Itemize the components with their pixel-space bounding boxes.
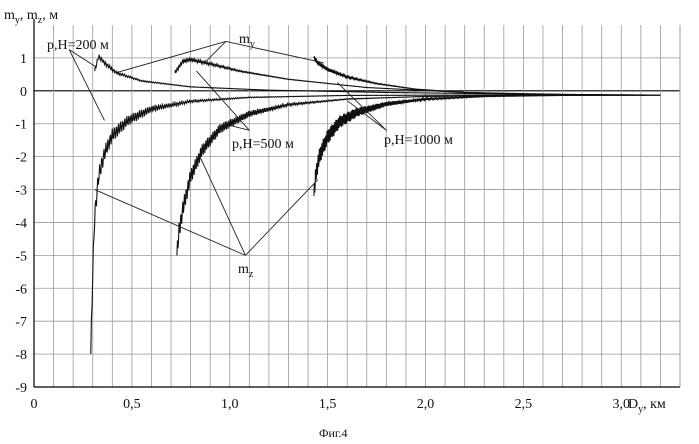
figure-caption: Фиг.4 bbox=[319, 426, 347, 440]
y-tick-label: 1 bbox=[20, 52, 27, 67]
x-tick-label: 2,5 bbox=[515, 397, 533, 412]
annotation-leader bbox=[196, 71, 249, 130]
annotation-mz: mz bbox=[238, 262, 254, 280]
annotation-leader bbox=[230, 125, 250, 130]
annotation-leader bbox=[69, 50, 104, 121]
annotation-leader bbox=[245, 180, 317, 256]
series-line bbox=[95, 55, 661, 95]
y-tick-label: -2 bbox=[15, 151, 27, 166]
annotation-h500: p,H=500 м bbox=[232, 137, 294, 152]
axes bbox=[34, 19, 680, 387]
y-tick-label: -9 bbox=[15, 381, 27, 396]
y-tick-label: -8 bbox=[15, 348, 27, 363]
annotation-h1000: p,H=1000 м bbox=[384, 133, 453, 148]
series-line bbox=[91, 95, 661, 354]
x-axis-title: Dy, км bbox=[628, 397, 666, 415]
x-tick-label: 1,0 bbox=[221, 397, 239, 412]
y-tick-label: -3 bbox=[15, 184, 27, 199]
y-tick-label: -7 bbox=[15, 315, 27, 330]
y-tick-label: -5 bbox=[15, 249, 27, 264]
x-tick-label: 2,0 bbox=[417, 397, 435, 412]
series-line bbox=[314, 56, 660, 95]
y-axis-title: my, mz, м bbox=[4, 8, 58, 26]
annotation-my: my bbox=[239, 32, 255, 50]
x-tick-label: 0,5 bbox=[123, 397, 141, 412]
tick-labels: 10-1-2-3-4-5-6-7-8-900,51,01,52,02,53,0 bbox=[15, 52, 630, 412]
figure-4-chart: 10-1-2-3-4-5-6-7-8-900,51,01,52,02,53,0 … bbox=[0, 0, 699, 444]
annotation-leader bbox=[198, 153, 245, 255]
y-tick-label: -6 bbox=[15, 282, 27, 297]
y-tick-label: 0 bbox=[20, 85, 27, 100]
curves bbox=[91, 55, 661, 354]
x-tick-label: 0 bbox=[31, 397, 38, 412]
x-tick-label: 1,5 bbox=[319, 397, 337, 412]
annotation-h200: p,H=200 м bbox=[47, 38, 109, 53]
y-tick-label: -1 bbox=[15, 118, 27, 133]
y-tick-label: -4 bbox=[15, 216, 27, 231]
